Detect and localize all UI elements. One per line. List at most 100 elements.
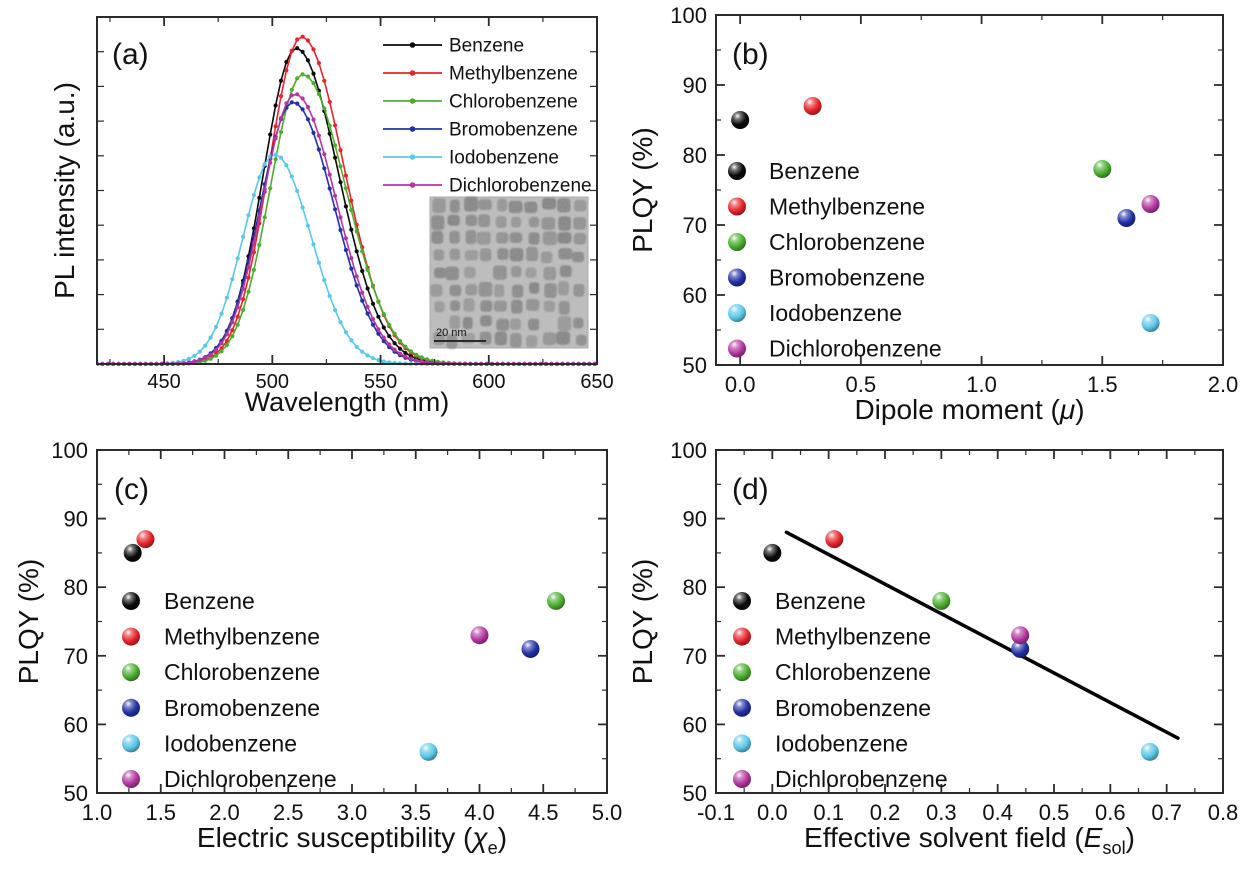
x-tick-label: 1.5 <box>1087 372 1118 397</box>
spectrum-marker <box>370 317 376 322</box>
data-point-benzene <box>763 543 782 562</box>
legend-label: Iodobenzene <box>769 300 902 326</box>
data-point-dichlorobenzene <box>1011 626 1030 645</box>
spectrum-marker <box>349 256 354 261</box>
spectrum-marker <box>311 117 316 122</box>
spectrum-marker <box>278 78 284 83</box>
spectrum-marker <box>289 48 294 54</box>
spectrum-marker <box>316 147 321 152</box>
spectrum-marker <box>327 293 332 299</box>
spectrum-marker <box>311 242 316 247</box>
spectrum-marker <box>192 353 197 358</box>
spectrum-marker <box>300 34 305 39</box>
spectrum-marker <box>376 331 381 336</box>
panel-letter: (b) <box>732 38 769 71</box>
spectrum-marker <box>370 301 376 306</box>
spectrum-marker <box>419 359 424 364</box>
spectrum-marker <box>414 358 419 363</box>
spectrum-marker <box>284 68 289 73</box>
spectrum-marker <box>246 213 251 218</box>
spectrum-marker <box>262 215 267 220</box>
spectrum-marker <box>224 332 229 337</box>
spectrum-marker <box>365 353 370 358</box>
spectrum-marker <box>360 268 365 274</box>
spectrum-marker <box>305 38 311 43</box>
x-tick-label: 4.0 <box>464 800 495 825</box>
spectrum-marker <box>241 297 246 302</box>
spectrum-marker <box>235 322 240 327</box>
x-axis-label: Electric susceptibility (χe) <box>197 822 507 858</box>
spectrum-marker <box>230 320 235 325</box>
spectrum-marker <box>387 342 392 347</box>
spectrum-marker <box>403 354 408 359</box>
spectrum-marker <box>192 359 197 364</box>
spectrum-marker <box>397 346 403 351</box>
spectrum-marker <box>197 349 202 354</box>
panel-c: 1.0 1.5 2.0 2.5 3.0 3.5 4.0 4.5 5.0 50 60 70 80 90 100… <box>13 438 622 858</box>
legend: Benzene Methylbenzene Chlorobenzene Bromobe… <box>733 588 948 792</box>
panel-a: 450 500 550 600 650 Wavelength (nm) PL intensi… <box>49 16 614 417</box>
spectrum-marker <box>284 101 289 106</box>
spectrum-marker <box>343 236 348 241</box>
spectrum-marker <box>257 175 262 180</box>
x-tick-label: 0.0 <box>757 800 788 825</box>
spectrum-marker <box>392 331 397 336</box>
legend-marker-dot <box>409 182 416 188</box>
legend-label: Methylbenzene <box>449 64 578 85</box>
spectrum-marker <box>219 311 224 316</box>
spectrum-marker <box>295 37 300 42</box>
spectrum-marker <box>305 117 311 122</box>
spectrum-marker <box>262 162 267 167</box>
legend-label: Benzene <box>769 158 860 184</box>
spectrum-marker <box>295 188 300 193</box>
x-tick-label: 2.5 <box>273 800 304 825</box>
spectrum-marker <box>246 289 251 294</box>
spectrum-marker <box>278 94 284 99</box>
spectrum-marker <box>295 92 300 97</box>
spectrum-marker <box>251 240 256 245</box>
y-tick-label: 70 <box>683 644 707 669</box>
x-tick-label: 450 <box>147 371 180 393</box>
spectrum-marker <box>219 349 224 354</box>
spectrum-marker <box>300 96 305 101</box>
spectrum-marker <box>370 322 376 327</box>
data-point-bromobenzene <box>521 639 540 658</box>
spectrum-marker <box>327 172 332 177</box>
spectrum-marker <box>408 349 413 354</box>
legend-label: Bromobenzene <box>449 120 578 141</box>
data-point-benzene <box>731 111 750 129</box>
spectrum-marker <box>387 322 392 327</box>
spectrum-marker <box>213 324 219 330</box>
spectrum-marker <box>343 247 348 253</box>
spectrum-marker <box>311 130 316 135</box>
spectrum-marker <box>397 351 403 356</box>
y-tick-label: 80 <box>683 575 707 600</box>
spectrum-marker <box>333 143 338 148</box>
x-axis-label: Wavelength (nm) <box>245 387 450 417</box>
data-point-methylbenzene <box>803 97 822 115</box>
spectrum-marker <box>365 311 370 316</box>
legend-label: Benzene <box>775 588 866 614</box>
spectrum-marker <box>186 356 192 361</box>
legend-marker-dot <box>409 70 416 76</box>
x-tick-label: 1.0 <box>82 800 113 825</box>
data-point-benzene <box>123 543 142 562</box>
spectrum-marker <box>273 157 278 162</box>
spectrum-marker <box>381 335 386 340</box>
data-point-iodobenzene <box>1140 742 1159 761</box>
x-tick-label: 0.3 <box>926 800 957 825</box>
spectrum-marker <box>322 278 327 283</box>
spectrum-marker <box>257 214 262 219</box>
spectrum-marker <box>235 305 240 310</box>
y-tick-label: 70 <box>683 213 707 238</box>
spectrum-marker <box>235 314 240 319</box>
y-axis-label: PLQY (%) <box>627 127 658 253</box>
data-point-iodobenzene <box>728 304 746 322</box>
spectrum-marker <box>381 311 386 317</box>
data-point-dichlorobenzene <box>122 770 140 788</box>
spectrum-marker <box>278 129 284 135</box>
spectrum-marker <box>295 76 300 81</box>
x-tick-label: 5.0 <box>592 800 623 825</box>
spectrum-marker <box>289 87 294 92</box>
